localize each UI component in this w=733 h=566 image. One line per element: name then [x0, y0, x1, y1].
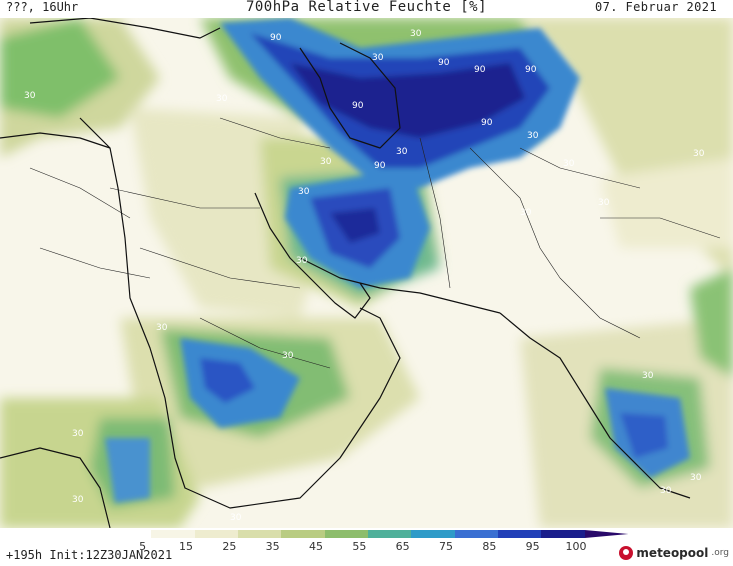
contour-labels: 90 90 90 90 90 90 90 30 30 30 30 30 30 3… — [24, 29, 705, 523]
map-label: 30 — [216, 94, 228, 104]
map-label: 90 — [474, 65, 486, 75]
map-label: 30 — [298, 187, 310, 197]
map-label: 30 — [520, 208, 532, 218]
map-label: 90 — [270, 33, 282, 43]
map-label: 30 — [642, 371, 654, 381]
legend-color-segment — [194, 530, 239, 538]
map-label: 30 — [690, 473, 702, 483]
map-label: 30 — [156, 323, 168, 333]
legend-tick-label: 55 — [352, 540, 367, 553]
map-label: 30 — [24, 91, 36, 101]
legend-tick-label: 100 — [565, 540, 587, 553]
map-label: 30 — [527, 131, 539, 141]
legend-color-segment — [498, 530, 542, 538]
brand-logo[interactable]: meteopool .org — [619, 546, 729, 560]
map-label: 90 — [481, 118, 493, 128]
map-title: 700hPa Relative Feuchte [%] — [245, 0, 488, 15]
map-label: 30 — [72, 429, 84, 439]
map-label: 30 — [230, 513, 242, 523]
map-label: 30 — [282, 351, 294, 361]
legend-tick-label: 5 — [139, 540, 147, 553]
legend-color-segment — [238, 530, 282, 538]
map-label: 30 — [563, 159, 575, 169]
legend-color-segment — [108, 530, 152, 538]
map-label: 30 — [320, 157, 332, 167]
forecast-time-label: ???, 16Uhr — [6, 0, 79, 14]
legend-color-segment — [151, 530, 196, 538]
humidity-map-canvas: 90 90 90 90 90 90 90 30 30 30 30 30 30 3… — [0, 18, 733, 528]
map-label: 30 — [693, 149, 705, 159]
meteopool-logo-icon — [619, 546, 634, 560]
legend-tick-label: 35 — [265, 540, 280, 553]
legend-color-segment — [541, 530, 586, 538]
map-label: 30 — [660, 486, 672, 496]
legend-color-segment — [584, 530, 629, 538]
map-label: 30 — [396, 147, 408, 157]
map-label: 30 — [72, 495, 84, 505]
borders — [29, 117, 721, 369]
legend-color-segment — [411, 530, 456, 538]
run-info: +195h Init:12Z30JAN2021 — [6, 548, 173, 562]
brand-name: meteopool — [636, 546, 709, 560]
map-label: 90 — [438, 58, 450, 68]
legend-tick-label: 65 — [395, 540, 410, 553]
brand-tld: .org — [711, 548, 729, 558]
map-label: 90 — [374, 161, 386, 171]
legend-tick-label: 45 — [309, 540, 323, 553]
legend-color-segment — [324, 530, 369, 538]
forecast-date: 07. Februar 2021 — [595, 0, 717, 14]
map-label: 90 — [525, 65, 537, 75]
map-label: 30 — [296, 256, 308, 266]
humidity-core — [105, 18, 690, 503]
legend-tick-label: 85 — [482, 540, 497, 553]
legend-color-segment — [368, 530, 412, 538]
map-label: 90 — [352, 101, 364, 111]
legend-tick-label: 95 — [525, 540, 540, 553]
color-scale-legend: 5 15 25 35 45 55 65 75 85 95 100 — [108, 530, 629, 553]
map-label: 30 — [410, 29, 422, 39]
map-label: 30 — [372, 53, 384, 63]
legend-color-segment — [454, 530, 499, 538]
legend-color-segment — [281, 530, 326, 538]
map-label: 30 — [598, 198, 610, 208]
legend-tick-label: 15 — [179, 540, 193, 553]
legend-tick-label: 75 — [439, 540, 453, 553]
header: ???, 16Uhr 700hPa Relative Feuchte [%] 0… — [0, 0, 733, 18]
humidity-map: 90 90 90 90 90 90 90 30 30 30 30 30 30 3… — [0, 18, 733, 528]
legend-tick-label: 25 — [222, 540, 237, 553]
